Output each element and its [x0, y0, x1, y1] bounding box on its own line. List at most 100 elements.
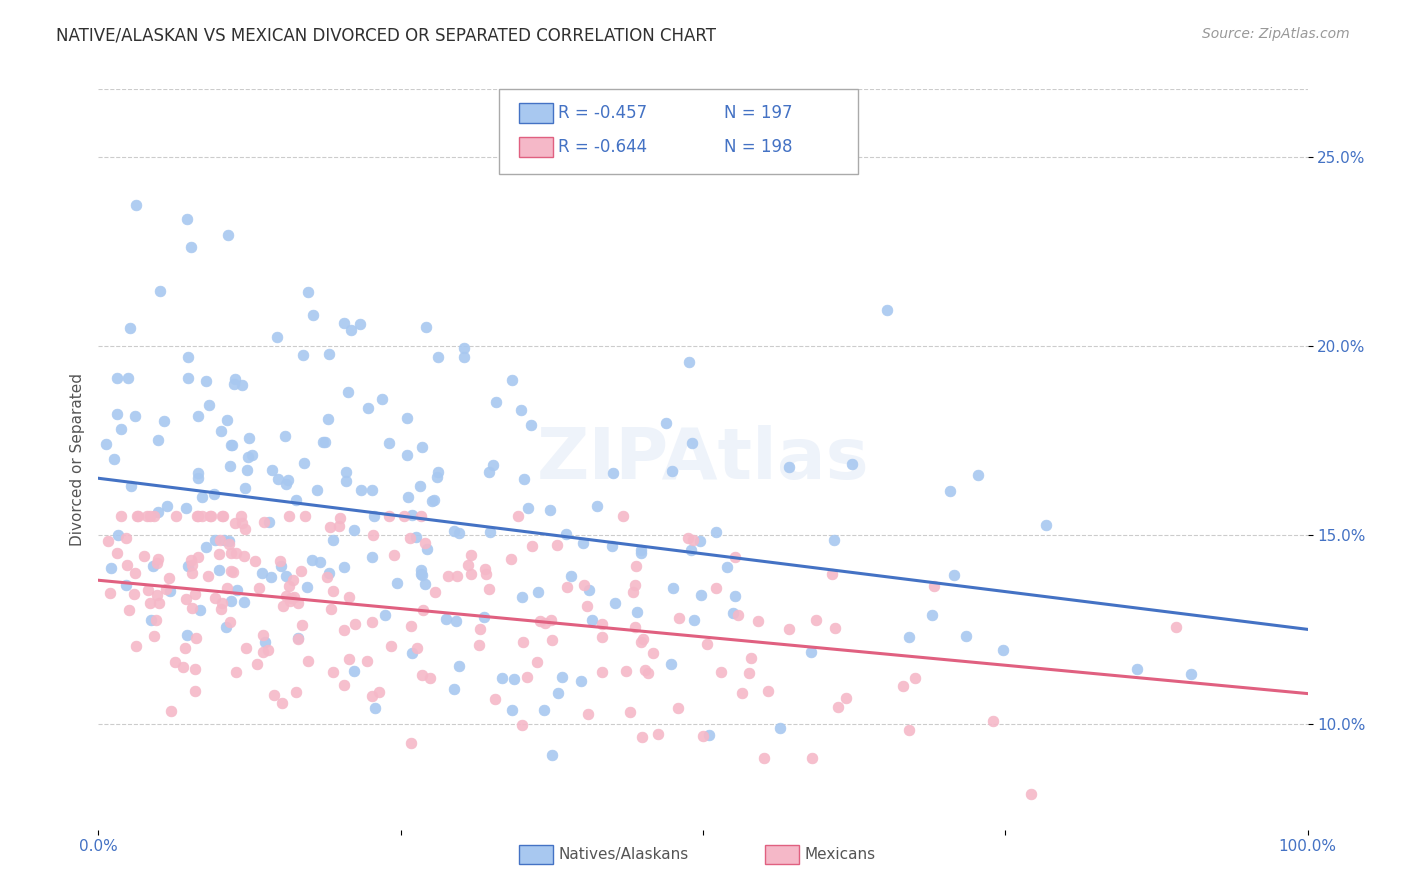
Point	[307, 483, 329, 497]
Point	[322, 533, 344, 548]
Point	[188, 603, 211, 617]
Point	[283, 574, 305, 588]
Point	[991, 642, 1014, 657]
Point	[263, 688, 285, 702]
Point	[283, 590, 305, 604]
Point	[898, 630, 921, 644]
Point	[177, 350, 200, 364]
Point	[520, 539, 543, 553]
Point	[460, 548, 482, 562]
Point	[409, 479, 432, 493]
Point	[187, 509, 209, 524]
Point	[333, 559, 356, 574]
Point	[224, 376, 246, 391]
Point	[363, 509, 385, 524]
Point	[626, 605, 648, 619]
Point	[309, 555, 332, 569]
Point	[225, 665, 247, 680]
Point	[127, 509, 149, 524]
Point	[581, 613, 603, 627]
Point	[236, 463, 259, 477]
Point	[411, 441, 433, 455]
Point	[502, 672, 524, 686]
Point	[118, 603, 141, 617]
Point	[578, 583, 600, 598]
Point	[350, 483, 373, 498]
Point	[186, 509, 208, 524]
Point	[689, 588, 711, 602]
Point	[184, 587, 207, 601]
Point	[316, 411, 339, 425]
Point	[778, 459, 800, 474]
Point	[343, 664, 366, 678]
Point	[191, 490, 214, 504]
Point	[238, 450, 260, 464]
Point	[247, 581, 270, 595]
Point	[724, 589, 747, 603]
Point	[374, 607, 396, 622]
Point	[183, 661, 205, 675]
Point	[367, 685, 389, 699]
Point	[546, 538, 568, 552]
Point	[184, 683, 207, 698]
Point	[207, 547, 229, 561]
Point	[292, 457, 315, 471]
Point	[335, 466, 357, 480]
Point	[122, 587, 145, 601]
Point	[423, 493, 446, 508]
Point	[146, 556, 169, 570]
Point	[516, 670, 538, 684]
Point	[738, 666, 761, 681]
Point	[470, 623, 492, 637]
Point	[98, 586, 121, 600]
Point	[138, 583, 160, 598]
Point	[217, 582, 239, 596]
Point	[740, 651, 762, 665]
Point	[181, 558, 204, 573]
Point	[411, 509, 433, 524]
Point	[512, 634, 534, 648]
Point	[621, 585, 644, 599]
Point	[270, 558, 292, 573]
Point	[364, 700, 387, 714]
Point	[357, 401, 380, 415]
Point	[235, 522, 257, 536]
Point	[415, 542, 437, 557]
Point	[681, 436, 703, 450]
Point	[276, 569, 298, 583]
Point	[197, 398, 219, 412]
Point	[202, 487, 225, 501]
Point	[481, 458, 503, 472]
Point	[420, 494, 443, 508]
Point	[215, 413, 238, 427]
Point	[146, 434, 169, 448]
Point	[252, 627, 274, 641]
Point	[380, 639, 402, 653]
Point	[209, 424, 232, 438]
Point	[475, 567, 498, 582]
Point	[295, 580, 318, 594]
Point	[361, 689, 384, 703]
Point	[209, 533, 232, 547]
Point	[107, 528, 129, 542]
Point	[605, 596, 627, 610]
Point	[218, 537, 240, 551]
Point	[591, 665, 613, 680]
Point	[396, 448, 419, 462]
Point	[259, 515, 281, 529]
Point	[290, 564, 312, 578]
Point	[208, 563, 231, 577]
Point	[360, 483, 382, 497]
Point	[143, 509, 166, 524]
Point	[1180, 667, 1202, 681]
Point	[318, 520, 340, 534]
Point	[163, 655, 186, 669]
Point	[322, 665, 344, 679]
Point	[361, 615, 384, 629]
Point	[155, 500, 177, 514]
Point	[110, 422, 132, 436]
Point	[297, 285, 319, 299]
Point	[769, 721, 792, 735]
Point	[277, 473, 299, 487]
Point	[591, 616, 613, 631]
